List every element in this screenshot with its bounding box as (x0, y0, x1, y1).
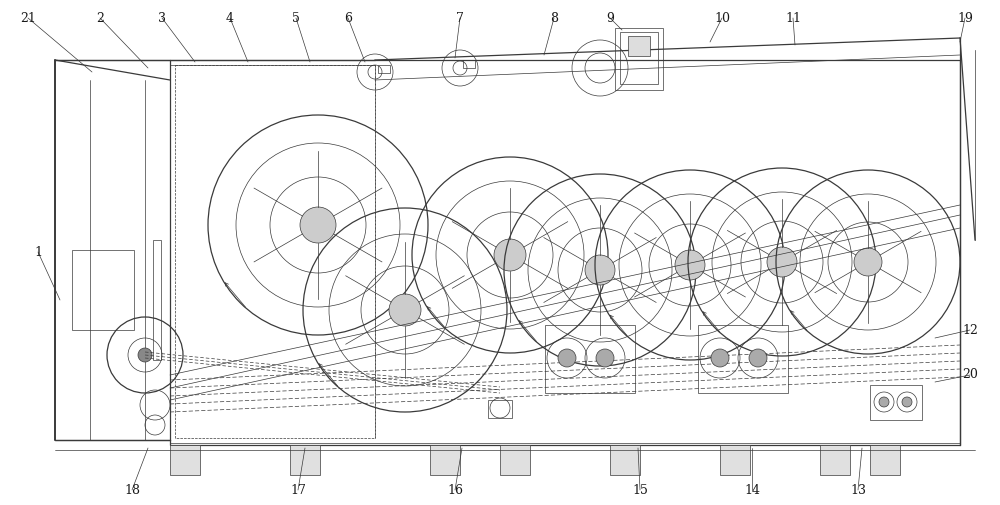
Text: 9: 9 (606, 12, 614, 25)
Bar (175, 65, 375, 438)
Bar (620, 32, 658, 84)
Text: 10: 10 (714, 12, 730, 25)
Circle shape (585, 255, 615, 285)
Circle shape (902, 397, 912, 407)
Text: 16: 16 (447, 483, 463, 496)
Circle shape (494, 239, 526, 271)
Bar (720, 445, 750, 475)
Text: 17: 17 (290, 483, 306, 496)
Text: 6: 6 (344, 12, 352, 25)
Text: 4: 4 (226, 12, 234, 25)
Bar (378, 65, 390, 73)
Text: 19: 19 (957, 12, 973, 25)
Text: 20: 20 (962, 369, 978, 381)
Text: 15: 15 (632, 483, 648, 496)
Bar (170, 60, 960, 445)
Text: 1: 1 (34, 245, 42, 259)
Circle shape (675, 250, 705, 280)
Bar (72, 250, 134, 330)
Bar (500, 445, 530, 475)
Circle shape (767, 247, 797, 277)
Bar (870, 385, 922, 420)
Text: 5: 5 (292, 12, 300, 25)
Text: 7: 7 (456, 12, 464, 25)
Text: 18: 18 (124, 483, 140, 496)
Text: 3: 3 (158, 12, 166, 25)
Bar (610, 445, 640, 475)
Bar (430, 445, 460, 475)
Text: 12: 12 (962, 324, 978, 336)
Text: 21: 21 (20, 12, 36, 25)
Circle shape (300, 207, 336, 243)
Text: 11: 11 (785, 12, 801, 25)
Circle shape (138, 348, 152, 362)
Bar (488, 400, 512, 418)
Circle shape (749, 349, 767, 367)
Bar (290, 445, 320, 475)
Circle shape (389, 294, 421, 326)
Circle shape (879, 397, 889, 407)
Bar (870, 445, 900, 475)
Text: 13: 13 (850, 483, 866, 496)
Bar (820, 445, 850, 475)
Text: 14: 14 (744, 483, 760, 496)
Bar (545, 325, 635, 393)
Bar (170, 445, 200, 475)
Circle shape (854, 248, 882, 276)
Circle shape (596, 349, 614, 367)
Circle shape (558, 349, 576, 367)
Circle shape (711, 349, 729, 367)
Bar (628, 36, 650, 56)
Text: 8: 8 (550, 12, 558, 25)
Bar (153, 240, 161, 360)
Bar (463, 60, 475, 68)
Text: 2: 2 (96, 12, 104, 25)
Bar (615, 28, 663, 90)
Bar (698, 325, 788, 393)
